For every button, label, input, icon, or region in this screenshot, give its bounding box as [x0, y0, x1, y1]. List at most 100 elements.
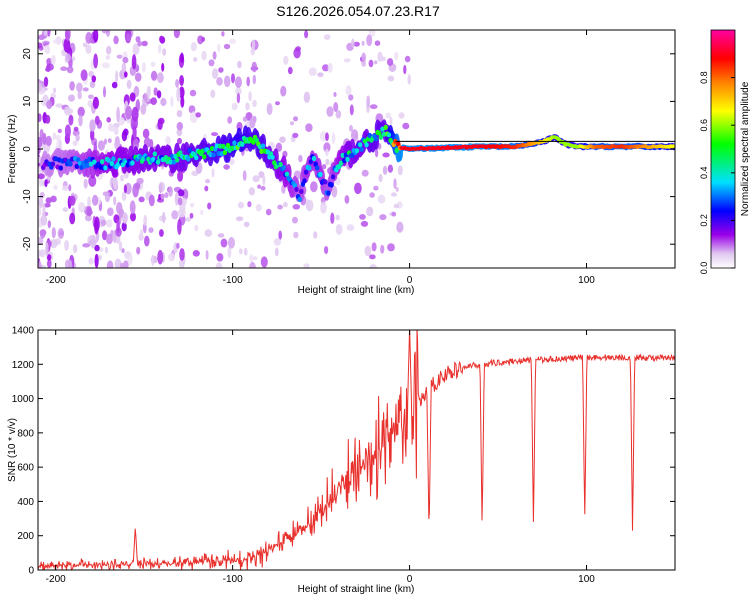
noise-blob — [374, 40, 381, 46]
noise-blob — [193, 57, 198, 62]
noise-blob — [210, 89, 216, 99]
noise-blob — [407, 74, 411, 85]
noise-blob — [287, 66, 293, 75]
noise-blob — [189, 212, 194, 219]
noise-streak — [69, 195, 76, 206]
noise-blob — [76, 82, 83, 93]
noise-blob — [231, 73, 235, 84]
ridge-core — [106, 157, 111, 163]
noise-blob — [228, 158, 235, 165]
colorbar: 0.0 0.2 0.4 0.6 0.8 Normalized spectral ampl… — [699, 29, 750, 274]
noise-blob — [58, 139, 63, 152]
noise-blob — [38, 237, 44, 246]
ridge-core — [232, 140, 237, 146]
noise-blob — [260, 256, 268, 268]
noise-blob — [235, 216, 244, 222]
noise-blob — [53, 184, 58, 190]
noise-streak — [94, 244, 100, 252]
noise-blob — [394, 51, 399, 61]
noise-blob — [361, 40, 365, 46]
noise-streak — [157, 249, 164, 265]
noise-blob — [176, 110, 183, 118]
noise-blob — [229, 38, 236, 44]
noise-streak — [113, 196, 117, 206]
ridge-core — [168, 159, 173, 165]
x-tick-label: 100 — [578, 574, 595, 585]
ridge-core — [84, 158, 89, 164]
noise-blob — [359, 214, 366, 220]
noise-blob — [333, 102, 339, 112]
noise-blob — [278, 230, 283, 240]
noise-blob — [290, 121, 294, 126]
noise-blob — [104, 246, 109, 254]
noise-blob — [335, 110, 342, 119]
noise-streak — [175, 79, 180, 88]
noise-blob — [38, 42, 43, 49]
noise-blob — [273, 238, 282, 246]
noise-blob — [335, 177, 341, 186]
noise-streak — [179, 248, 185, 261]
y-tick-label: 20 — [22, 48, 33, 60]
noise-streak — [122, 56, 129, 64]
ridge-core — [259, 148, 264, 154]
noise-blob — [220, 238, 228, 248]
noise-streak — [68, 184, 72, 192]
noise-streak — [68, 94, 75, 102]
noise-blob — [179, 258, 185, 268]
noise-blob — [197, 35, 204, 45]
noise-blob — [262, 175, 266, 186]
noise-streak — [176, 128, 183, 137]
noise-blob — [248, 187, 255, 196]
noise-blob — [107, 138, 112, 144]
noise-blob — [251, 61, 257, 73]
noise-blob — [53, 87, 57, 93]
noise-streak — [91, 75, 97, 83]
chart-title: S126.2026.054.07.23.R17 — [276, 3, 440, 19]
noise-blob — [228, 237, 235, 249]
noise-blob — [245, 102, 250, 111]
ridge-core — [299, 188, 304, 195]
noise-blob — [248, 91, 252, 102]
noise-blob — [150, 70, 158, 81]
noise-blob — [239, 248, 243, 255]
noise-blob — [274, 247, 279, 257]
noise-streak — [45, 197, 52, 204]
ridge-core — [308, 159, 313, 165]
colorbar-tick-label: 0.4 — [699, 167, 709, 180]
ridge-core — [68, 161, 73, 167]
noise-blob — [144, 235, 150, 247]
noise-streak — [177, 218, 182, 235]
noise-streak — [116, 106, 120, 123]
noise-blob — [382, 165, 388, 175]
noise-blob — [346, 224, 355, 231]
ridge-core — [354, 148, 360, 154]
noise-blob — [393, 203, 400, 209]
noise-blob — [86, 206, 92, 217]
noise-blob — [77, 106, 85, 117]
noise-blob — [105, 55, 111, 60]
noise-blob — [102, 62, 110, 69]
noise-blob — [277, 204, 283, 210]
noise-blob — [216, 77, 223, 86]
ridge-core — [222, 149, 228, 156]
noise-blob — [326, 106, 334, 117]
colorbar-ticks: 0.0 0.2 0.4 0.6 0.8 — [699, 71, 735, 274]
noise-streak — [157, 119, 163, 131]
noise-blob — [249, 261, 256, 268]
noise-streak — [89, 119, 96, 132]
noise-blob — [87, 196, 91, 208]
noise-blob — [227, 116, 233, 124]
noise-blob — [85, 44, 92, 54]
ridge-core — [109, 161, 115, 167]
ridge-core — [294, 186, 299, 192]
noise-blob — [353, 41, 360, 47]
noise-streak — [134, 72, 142, 82]
noise-blob — [82, 42, 88, 48]
noise-blob — [385, 112, 391, 119]
noise-blob — [116, 54, 123, 59]
noise-streak — [179, 75, 185, 86]
noise-blob — [275, 142, 283, 152]
noise-streak — [122, 212, 128, 224]
